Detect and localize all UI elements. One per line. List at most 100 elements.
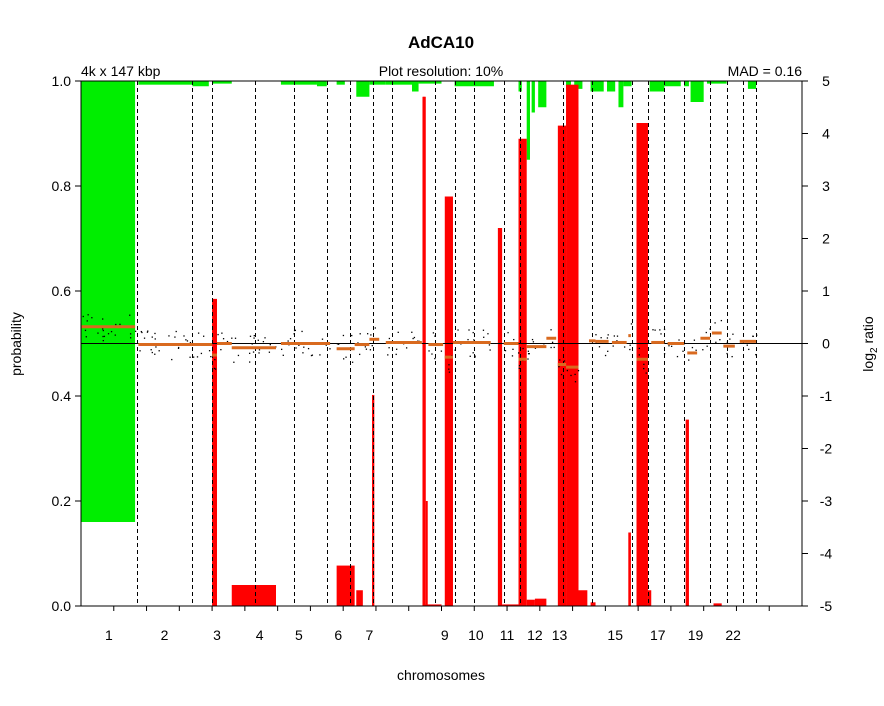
right-tick-label: -3 [820,493,833,509]
ratio-point [448,371,451,373]
ratio-point [574,381,577,383]
ratio-point [570,374,572,377]
ratio-point [351,361,354,363]
ratio-point [387,354,389,356]
ratio-point [289,338,292,340]
ratio-point [746,344,748,346]
ratio-point [210,355,212,358]
ratio-point [321,338,324,340]
ratio-point [154,332,156,335]
ratio-point [517,352,520,354]
ratio-point [257,339,259,341]
loss-bar [706,81,727,84]
loss-bar [192,81,209,87]
ratio-point [668,345,670,347]
ratio-point [329,348,331,350]
loss-bar [607,81,616,92]
chart-subtitle-right: MAD = 0.16 [728,63,803,79]
loss-bar [212,81,232,84]
ratio-point [595,334,597,336]
ratio-point [110,330,113,333]
chromosome-label: 6 [334,627,342,643]
ratio-point [472,331,474,334]
loss-bar [664,81,681,87]
right-tick-label: 5 [822,73,830,89]
ratio-point [234,337,237,339]
gain-bar [356,590,363,606]
gain-bar [425,501,428,606]
right-tick-label: 4 [822,126,830,142]
ratio-point [607,334,609,336]
ratio-point [474,355,476,357]
gain-bar [425,604,442,606]
ratio-point [139,350,141,352]
ratio-point [158,350,160,352]
ratio-point [691,346,694,349]
ratio-point [177,347,180,349]
chromosome-label: 19 [688,627,704,643]
ratio-point [183,335,185,337]
ratio-point [550,346,552,349]
ratio-point [577,369,580,372]
x-axis-label: chromosomes [397,667,485,683]
ratio-point [102,339,104,342]
right-tick-label: -1 [820,388,833,404]
ratio-point [186,340,189,342]
ratio-point [374,327,376,329]
ratio-point [258,352,260,354]
ratio-point [151,336,153,338]
loss-bar [412,81,419,92]
right-tick-label: -2 [820,441,833,457]
ratio-point [396,348,398,350]
ratio-point [560,373,563,376]
ratio-point [107,333,110,335]
ratio-point [550,329,552,331]
ratio-point [302,352,304,354]
ratio-point [663,328,666,331]
ratio-point [623,346,626,348]
ratio-point [643,367,645,370]
ratio-point [237,354,240,357]
ratio-point [129,314,131,316]
ratio-point [154,338,156,340]
ratio-point [483,336,485,338]
ratio-point [412,337,414,340]
ratio-point [630,323,633,325]
chromosome-label: 22 [725,627,741,643]
ratio-point [129,337,132,339]
ratio-point [695,349,697,351]
right-tick-label: 0 [822,336,830,352]
ratio-point [629,348,631,351]
chromosome-label: 10 [468,627,484,643]
ratio-point [114,334,116,336]
ratio-point [298,344,300,346]
left-axis: 0.0 0.2 0.4 0.6 0.8 1.0 [52,73,82,614]
ratio-point [709,328,711,330]
chromosome-label: 17 [650,627,666,643]
ratio-point [551,341,554,343]
loss-bar [590,81,604,92]
ratio-point [522,347,524,350]
ratio-point [147,330,149,332]
chromosome-label: 2 [161,627,169,643]
gain-bar [231,585,276,606]
ratio-point [310,354,313,357]
gain-bar [647,590,652,606]
ratio-point [87,314,89,316]
gain-bar [336,565,355,606]
segment-lines [81,325,757,369]
loss-bar [316,81,327,87]
ratio-point [214,368,217,370]
ratio-point [282,354,284,356]
ratio-point [213,367,216,370]
ratio-point [301,330,303,333]
chromosome-label: 12 [527,627,543,643]
ratio-point [185,339,187,341]
ratio-point [196,356,199,358]
ratio-point [434,357,436,360]
ratio-point [507,331,509,334]
gain-bar [518,138,527,606]
ratio-point [729,338,731,340]
ratio-point [371,344,373,347]
ratio-point [638,347,640,350]
